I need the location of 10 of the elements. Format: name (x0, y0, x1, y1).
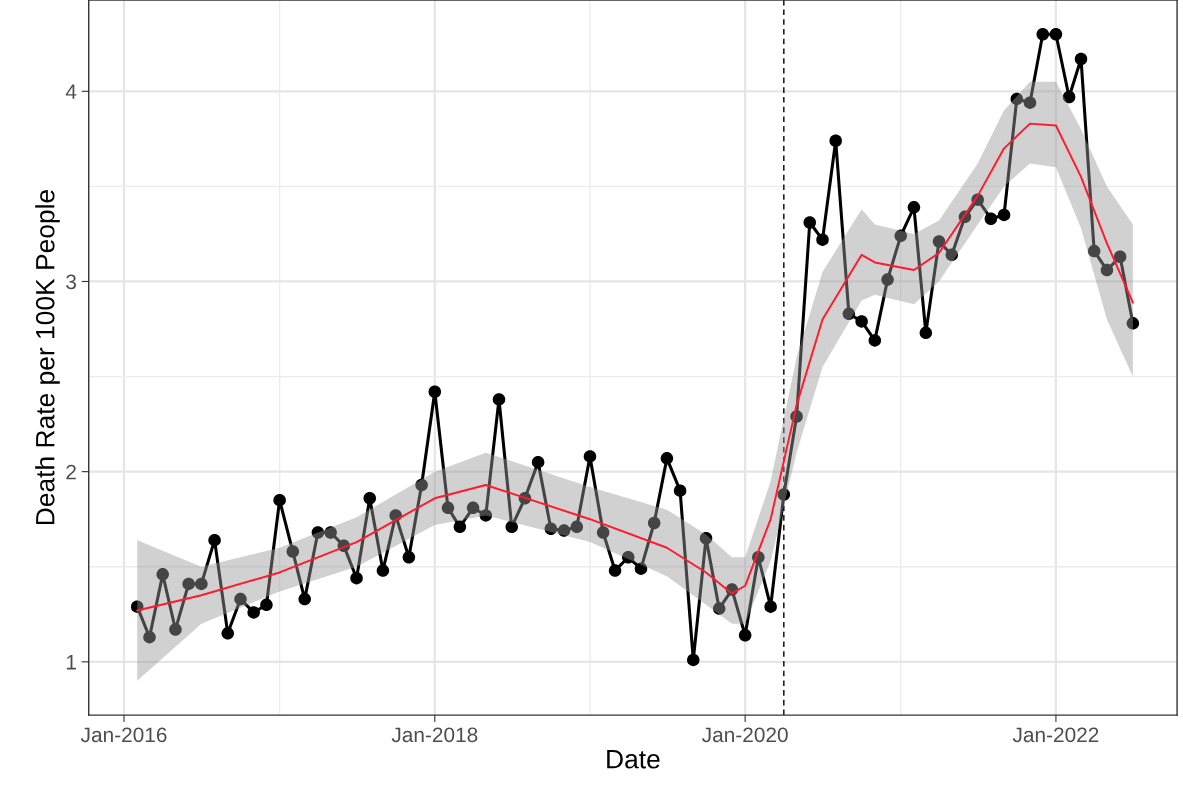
y-axis-title: Death Rate per 100K People (35, 190, 60, 525)
x-tick-label: Jan-2022 (1012, 727, 1099, 743)
y-tick-label: 1 (66, 655, 76, 670)
x-tick-label: Jan-2020 (702, 727, 788, 743)
x-axis-title: Date (607, 750, 660, 769)
x-tick-label: Jan-2016 (80, 727, 167, 743)
y-tick-label: 4 (65, 84, 77, 99)
y-tick-label: 3 (66, 274, 76, 290)
x-tick-label: Jan-2018 (391, 727, 478, 743)
y-tick-label: 2 (66, 464, 76, 480)
